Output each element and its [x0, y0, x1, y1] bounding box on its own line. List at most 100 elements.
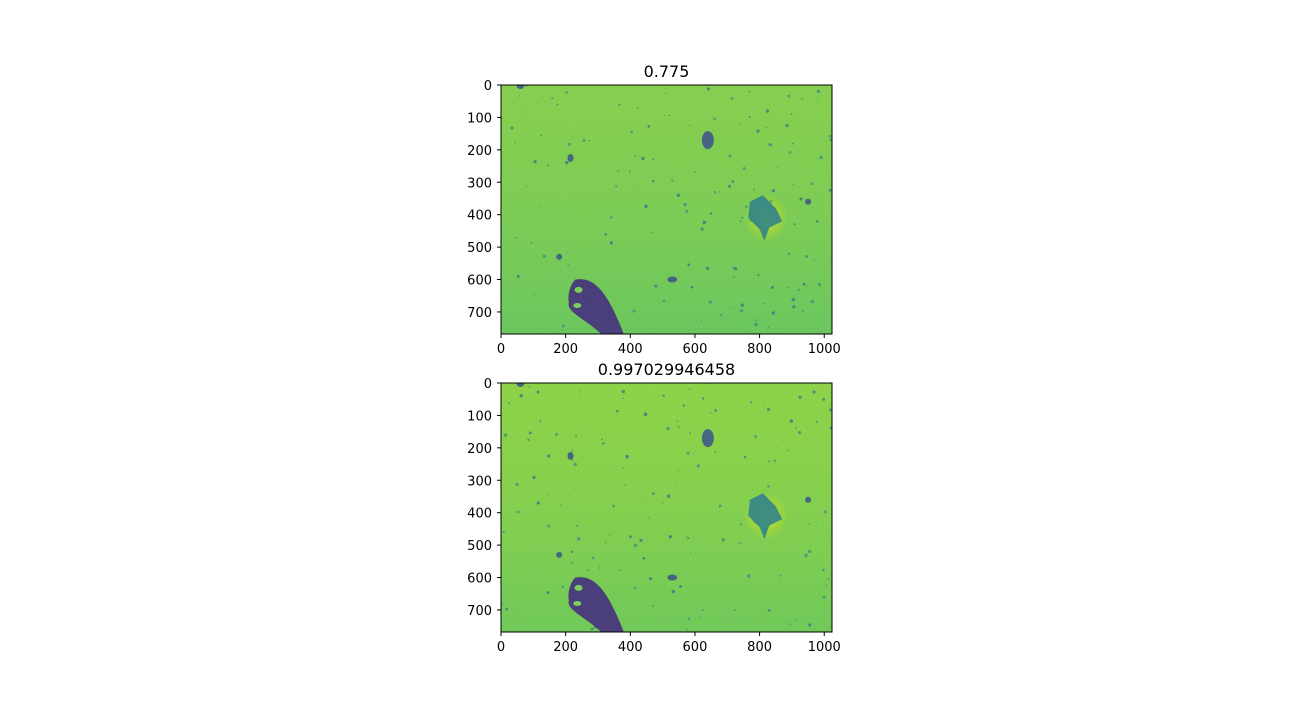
speckle [562, 324, 565, 328]
speckle [714, 450, 717, 453]
speckle [546, 591, 550, 594]
y-tick-label: 400 [467, 209, 492, 224]
speckle [546, 164, 549, 167]
speckle [765, 109, 770, 113]
speckle [805, 285, 807, 287]
speckle [616, 409, 619, 413]
speckle [702, 220, 706, 225]
speckle [810, 299, 815, 304]
speckle [767, 326, 770, 329]
speckle [641, 156, 645, 161]
speckle [801, 310, 804, 313]
speckle [598, 567, 601, 569]
speckle [693, 529, 695, 531]
speckle [632, 309, 636, 313]
speckle [644, 501, 646, 503]
speckle [788, 150, 792, 154]
speckle [698, 616, 700, 618]
y-tick-label: 100 [467, 409, 492, 424]
speckle [815, 521, 817, 523]
speckle [508, 402, 510, 404]
speckle [713, 191, 717, 194]
speckle [637, 162, 639, 164]
speckle [526, 111, 529, 113]
speckle [622, 397, 624, 399]
speckle [609, 241, 614, 245]
speckle [732, 276, 735, 279]
speckle [648, 577, 653, 581]
speckle [604, 541, 607, 544]
speckle [748, 115, 751, 118]
speckle [822, 595, 826, 599]
dark-spot [701, 429, 714, 448]
speckle [702, 397, 705, 400]
speckle [779, 574, 782, 577]
subplot-1: 0.775 0 200 400 600 800 1000 0 100 200 300 400 500 60… [467, 62, 841, 357]
dark-spot [556, 551, 563, 558]
dark-spot [516, 383, 525, 387]
speckle [652, 604, 655, 607]
speckle [755, 319, 758, 322]
speckle [740, 309, 744, 313]
speckle [786, 286, 789, 289]
speckle [767, 608, 771, 612]
speckle [791, 142, 794, 145]
speckle [829, 138, 832, 142]
speckle [615, 185, 618, 188]
speckle [514, 141, 516, 144]
speckle [528, 431, 532, 435]
speckle [622, 467, 624, 470]
x-tick-label: 0 [497, 640, 505, 655]
x-tick-label: 1000 [808, 342, 841, 357]
speckle [527, 438, 530, 441]
speckle [598, 564, 600, 566]
speckle [505, 607, 509, 611]
speckle [719, 313, 723, 317]
speckle [685, 535, 687, 537]
shape-highlight [574, 286, 583, 293]
speckle [651, 231, 653, 234]
dark-feature [748, 493, 783, 539]
speckle [828, 408, 832, 412]
speckle [676, 420, 679, 422]
speckle [648, 516, 650, 519]
speckle [705, 266, 710, 270]
speckle [576, 524, 579, 527]
speckle [575, 435, 578, 438]
speckle [602, 442, 605, 445]
speckle [528, 385, 531, 388]
speckle [713, 117, 716, 120]
speckle [718, 191, 720, 193]
speckle [624, 495, 626, 497]
speckle [781, 440, 783, 443]
speckle [797, 288, 800, 291]
speckle [767, 485, 770, 488]
speckle [503, 433, 508, 438]
speckle [571, 449, 574, 452]
speckle [516, 510, 520, 514]
x-tick-label: 400 [618, 342, 643, 357]
speckle [542, 97, 544, 99]
speckle [561, 585, 565, 589]
speckle [795, 427, 798, 429]
speckle [686, 451, 690, 455]
x-tick-label: 1000 [808, 640, 841, 655]
dark-shape [568, 279, 624, 334]
speckle [777, 167, 779, 169]
speckle [556, 103, 559, 106]
speckle [536, 501, 540, 505]
speckle [516, 275, 520, 278]
speckle [730, 97, 734, 100]
x-tick-label: 200 [553, 640, 578, 655]
speckle [754, 323, 758, 326]
speckle [515, 483, 519, 487]
speckle [743, 455, 747, 459]
speckle [591, 556, 595, 560]
speckle [771, 189, 776, 193]
speckle [807, 549, 812, 554]
speckle [518, 95, 520, 97]
speckle [548, 493, 550, 495]
speckle [721, 538, 725, 542]
x-tick-label: 400 [618, 640, 643, 655]
speckle [789, 419, 794, 423]
